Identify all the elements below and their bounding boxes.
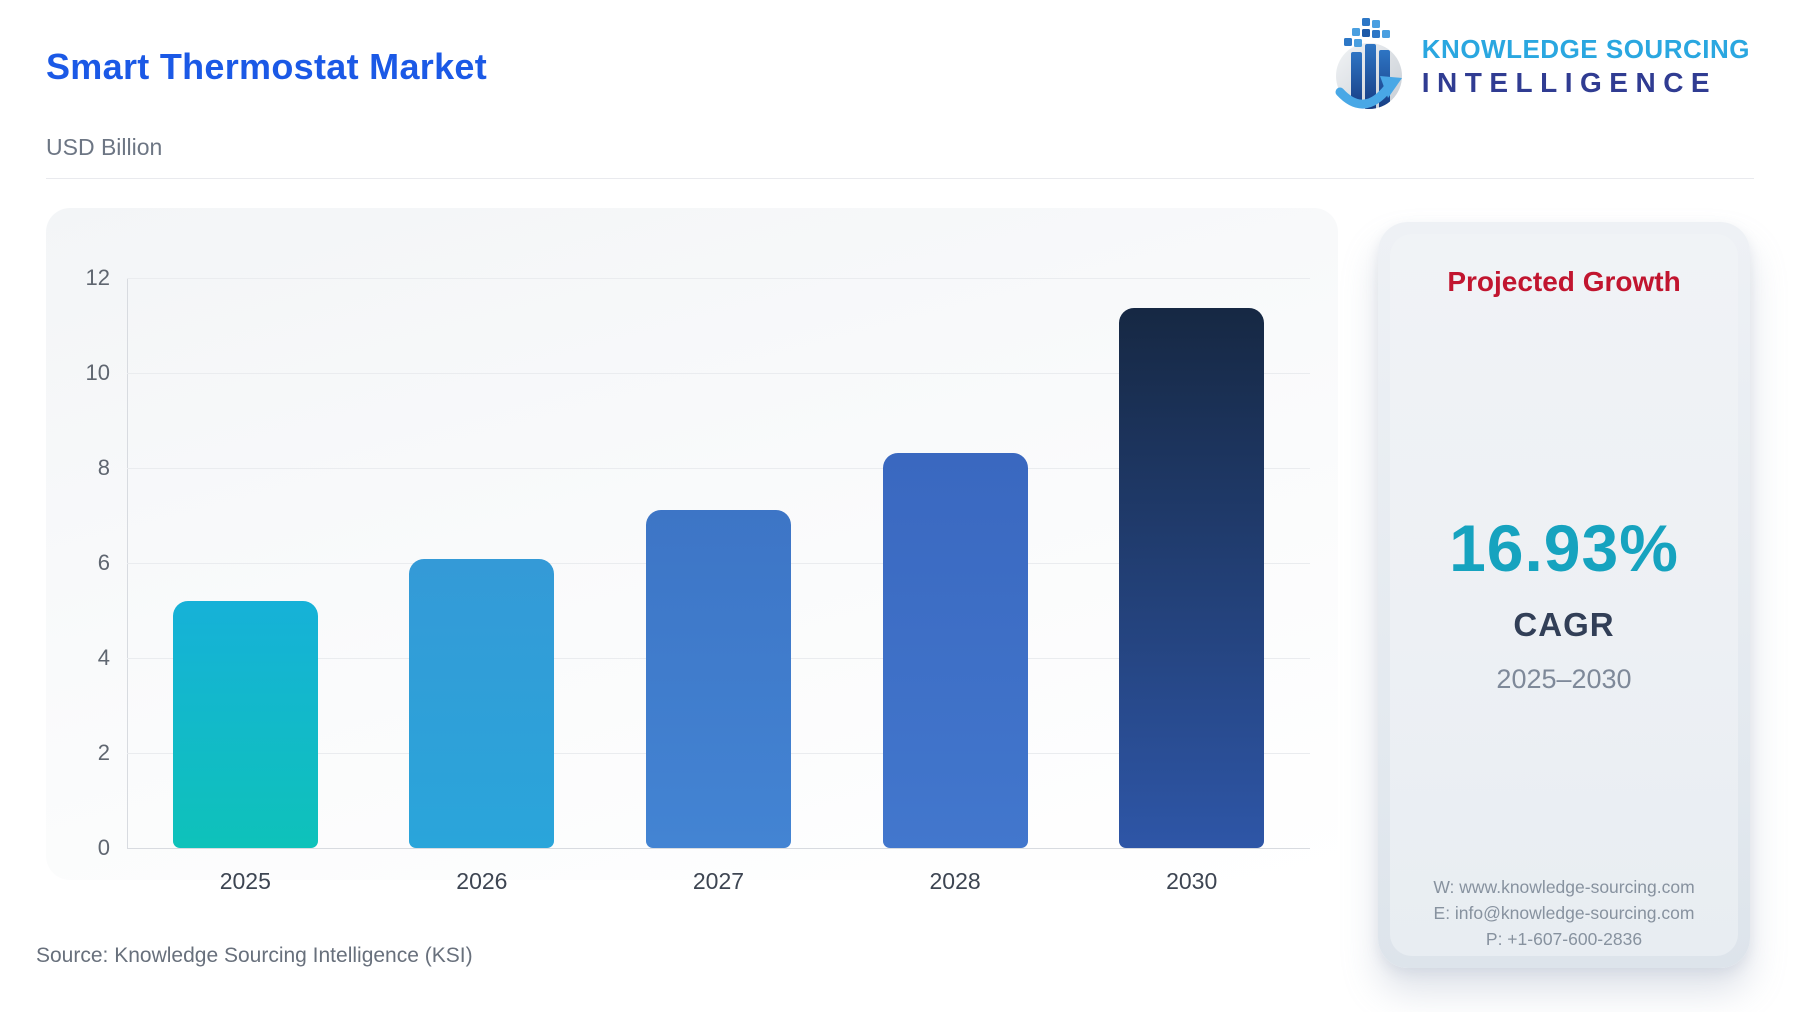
x-tick-2025: 2025: [219, 868, 271, 894]
gridline-0: [127, 848, 1310, 849]
units-label: USD Billion: [46, 134, 163, 160]
header-divider: [46, 178, 1754, 179]
gridline-10: [127, 373, 1310, 374]
contact-email: E: info@knowledge-sourcing.com: [1433, 903, 1695, 923]
contact-website: W: www.knowledge-sourcing.com: [1433, 877, 1695, 897]
bar-2026: [409, 559, 555, 848]
brand-name-line2: INTELLIGENCE: [1421, 67, 1718, 99]
brand-logo: KNOWLEDGE SOURCING INTELLIGENCE: [1332, 16, 1750, 119]
y-tick-6: 6: [97, 550, 110, 575]
gridline-12: [127, 278, 1310, 279]
bar-2030: [1119, 307, 1265, 848]
brand-logo-icon: [1332, 16, 1406, 119]
cagr-value: 16.93%: [1449, 511, 1679, 585]
x-tick-2027: 2027: [692, 868, 745, 894]
page-title: Smart Thermostat Market: [46, 46, 488, 87]
cagr-period: 2025–2030: [1496, 664, 1632, 694]
projected-growth-panel: Projected Growth 16.93% CAGR 2025–2030 W…: [1378, 222, 1750, 968]
y-tick-12: 12: [85, 265, 110, 290]
y-tick-4: 4: [97, 645, 110, 670]
gridline-8: [127, 468, 1310, 469]
contact-block: W: www.knowledge-sourcing.com E: info@kn…: [1390, 874, 1738, 952]
bar-chart: 0 2 4 6 8 10 12 2025 2026 2027 2028 2030: [46, 208, 1338, 932]
brand-name-line1: KNOWLEDGE SOURCING: [1421, 34, 1750, 65]
x-tick-2028: 2028: [929, 868, 981, 894]
y-tick-8: 8: [97, 455, 110, 480]
y-tick-2: 2: [97, 740, 110, 765]
panel-title: Projected Growth: [1447, 266, 1681, 297]
cagr-label: CAGR: [1513, 606, 1615, 643]
bar-2028: [882, 453, 1028, 848]
x-tick-2030: 2030: [1166, 868, 1218, 894]
bar-2025: [172, 601, 318, 848]
contact-phone: P: +1-607-600-2836: [1485, 929, 1643, 949]
projected-growth-inner: Projected Growth 16.93% CAGR 2025–2030 W…: [1390, 234, 1738, 956]
y-tick-10: 10: [85, 360, 110, 385]
x-tick-2026: 2026: [456, 868, 508, 894]
source-note: Source: Knowledge Sourcing Intelligence …: [36, 944, 473, 967]
bar-2027: [646, 510, 791, 848]
brand-logo-text: KNOWLEDGE SOURCING INTELLIGENCE: [1422, 35, 1750, 99]
y-tick-0: 0: [97, 835, 110, 860]
